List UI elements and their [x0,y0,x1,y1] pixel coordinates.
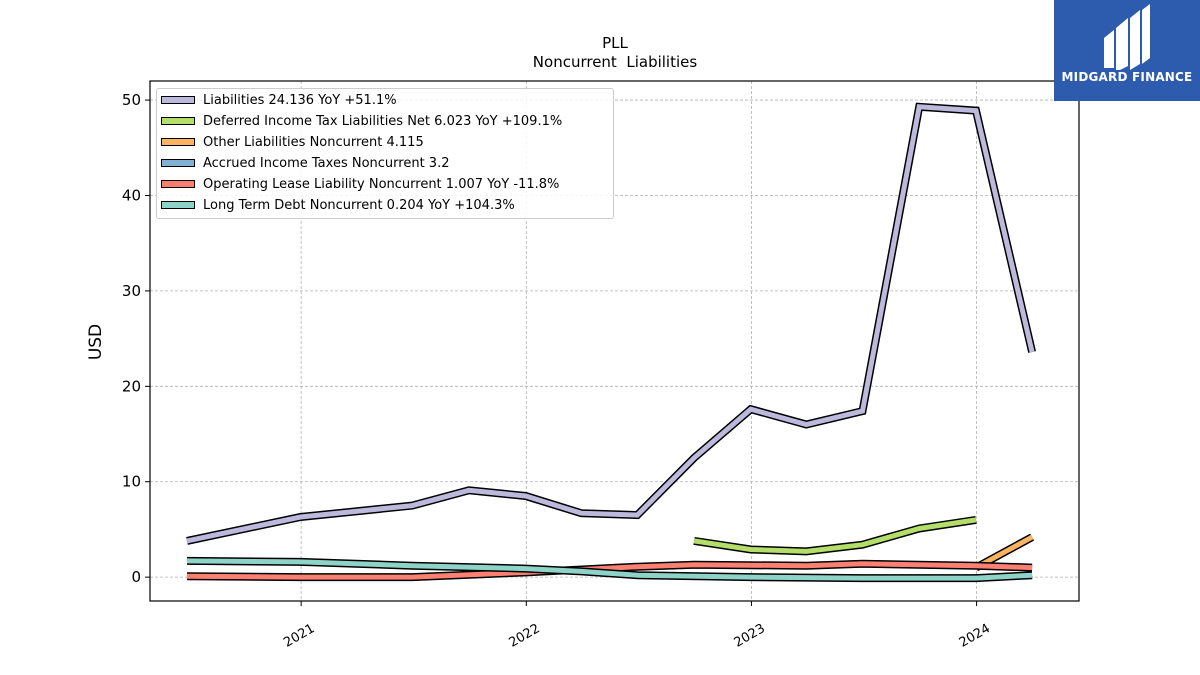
chart-subtitle: Noncurrent Liabilities [533,53,698,71]
y-tick-label: 30 [122,282,141,300]
x-tick-label: 2024 [957,621,993,651]
y-tick-label: 50 [122,91,141,109]
legend-label: Liabilities 24.136 YoY +51.1% [203,93,397,108]
y-axis-label: USD [86,324,106,360]
m-monogram-icon [1104,4,1150,70]
legend-item: Operating Lease Liability Noncurrent 1.0… [157,175,613,195]
legend-label: Operating Lease Liability Noncurrent 1.0… [203,177,560,192]
legend-swatch [161,180,195,188]
x-tick-label: 2023 [732,621,768,651]
y-tick-label: 40 [122,186,141,204]
series-line-deferred-income-tax-liabilities-net [693,517,977,554]
legend-item: Accrued Income Taxes Noncurrent 3.2 [157,154,613,174]
y-tick-label: 0 [131,568,141,586]
logo: MIDGARD FINANCE [1054,0,1200,101]
legend-label: Accrued Income Taxes Noncurrent 3.2 [203,156,450,171]
x-tick-label: 2022 [506,621,542,651]
legend-swatch [161,117,195,125]
legend-item: Other Liabilities Noncurrent 4.115 [157,133,613,153]
series-layer [186,102,1036,583]
logo-name: MIDGARD FINANCE [1061,70,1193,84]
y-tick-label: 20 [122,377,141,395]
series-line-long-term-debt-noncurrent [186,558,1033,581]
legend-swatch [161,159,195,167]
legend-label: Other Liabilities Noncurrent 4.115 [203,135,424,150]
plot-frame [149,80,1080,602]
legend-item: Liabilities 24.136 YoY +51.1% [157,91,613,111]
legend-swatch [161,96,195,104]
legend-swatch [161,138,195,146]
series-line-liabilities [186,104,1035,544]
x-tick-label: 2021 [281,621,317,651]
y-tick-label: 10 [122,473,141,491]
series-line-operating-lease-liability-noncurrent [186,561,1033,580]
legend-label: Long Term Debt Noncurrent 0.204 YoY +104… [203,198,515,213]
legend-item: Long Term Debt Noncurrent 0.204 YoY +104… [157,196,613,216]
chart-title: PLL [602,34,628,52]
legend: Liabilities 24.136 YoY +51.1% Deferred In… [156,88,614,219]
legend-label: Deferred Income Tax Liabilities Net 6.02… [203,114,563,129]
legend-swatch [161,201,195,209]
legend-item: Deferred Income Tax Liabilities Net 6.02… [157,112,613,132]
